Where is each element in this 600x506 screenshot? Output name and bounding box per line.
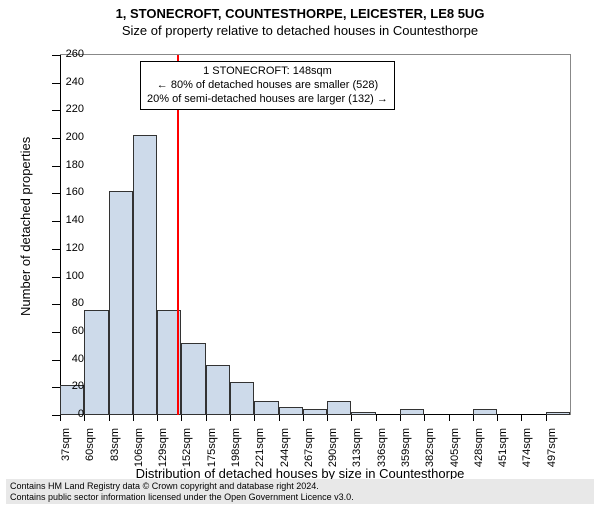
x-tick-label: 60sqm bbox=[84, 428, 96, 472]
x-tick bbox=[254, 415, 255, 421]
y-tick-label: 20 bbox=[56, 380, 84, 392]
y-tick-label: 0 bbox=[56, 408, 84, 420]
x-tick-label: 37sqm bbox=[60, 428, 72, 472]
x-tick bbox=[449, 415, 450, 421]
y-tick-label: 200 bbox=[56, 131, 84, 143]
x-tick bbox=[157, 415, 158, 421]
y-tick-label: 60 bbox=[56, 325, 84, 337]
x-tick bbox=[206, 415, 207, 421]
y-tick-label: 220 bbox=[56, 103, 84, 115]
x-tick-label: 129sqm bbox=[157, 428, 169, 472]
x-tick bbox=[133, 415, 134, 421]
x-tick-label: 267sqm bbox=[303, 428, 315, 472]
x-tick-label: 198sqm bbox=[230, 428, 242, 472]
chart-title-primary: 1, STONECROFT, COUNTESTHORPE, LEICESTER,… bbox=[0, 6, 600, 21]
histogram-bar bbox=[327, 401, 351, 415]
histogram-bar bbox=[303, 409, 327, 415]
attribution-footer: Contains HM Land Registry data © Crown c… bbox=[6, 479, 594, 504]
histogram-bar bbox=[279, 407, 303, 415]
x-tick-label: 152sqm bbox=[181, 428, 193, 472]
x-tick bbox=[400, 415, 401, 421]
histogram-bar bbox=[181, 343, 205, 415]
x-tick bbox=[327, 415, 328, 421]
x-tick bbox=[351, 415, 352, 421]
y-tick-label: 40 bbox=[56, 353, 84, 365]
histogram-bar bbox=[133, 135, 157, 415]
x-tick-label: 290sqm bbox=[327, 428, 339, 472]
x-tick bbox=[473, 415, 474, 421]
x-tick-label: 313sqm bbox=[351, 428, 363, 472]
histogram-bar bbox=[206, 365, 230, 415]
x-tick bbox=[424, 415, 425, 421]
y-tick-label: 80 bbox=[56, 297, 84, 309]
x-tick bbox=[376, 415, 377, 421]
x-tick-label: 175sqm bbox=[206, 428, 218, 472]
footer-line-1: Contains HM Land Registry data © Crown c… bbox=[10, 481, 590, 491]
y-tick-label: 160 bbox=[56, 186, 84, 198]
footer-line-2: Contains public sector information licen… bbox=[10, 492, 590, 502]
y-tick-label: 260 bbox=[56, 48, 84, 60]
annotation-box: 1 STONECROFT: 148sqm← 80% of detached ho… bbox=[140, 61, 395, 110]
x-tick-label: 221sqm bbox=[254, 428, 266, 472]
y-axis-label: Number of detached properties bbox=[18, 137, 33, 316]
x-tick-label: 359sqm bbox=[400, 428, 412, 472]
x-tick bbox=[546, 415, 547, 421]
chart-plot-area: 1 STONECROFT: 148sqm← 80% of detached ho… bbox=[60, 54, 570, 414]
x-tick bbox=[279, 415, 280, 421]
annotation-line: ← 80% of detached houses are smaller (52… bbox=[147, 79, 388, 93]
y-tick-label: 180 bbox=[56, 159, 84, 171]
annotation-line: 1 STONECROFT: 148sqm bbox=[147, 65, 388, 79]
y-tick-label: 240 bbox=[56, 76, 84, 88]
y-tick-label: 140 bbox=[56, 214, 84, 226]
x-tick bbox=[303, 415, 304, 421]
histogram-bar bbox=[254, 401, 278, 415]
x-tick-label: 451sqm bbox=[497, 428, 509, 472]
x-tick-label: 106sqm bbox=[133, 428, 145, 472]
x-tick bbox=[109, 415, 110, 421]
x-tick-label: 405sqm bbox=[449, 428, 461, 472]
x-tick-label: 382sqm bbox=[424, 428, 436, 472]
histogram-bar bbox=[109, 191, 133, 415]
y-tick-label: 100 bbox=[56, 270, 84, 282]
histogram-bar bbox=[546, 412, 570, 415]
chart-title-secondary: Size of property relative to detached ho… bbox=[0, 23, 600, 38]
y-tick-label: 120 bbox=[56, 242, 84, 254]
histogram-bar bbox=[400, 409, 424, 415]
histogram-bar bbox=[351, 412, 375, 415]
histogram-bar bbox=[473, 409, 497, 415]
histogram-bar bbox=[84, 310, 108, 415]
x-tick bbox=[181, 415, 182, 421]
annotation-line: 20% of semi-detached houses are larger (… bbox=[147, 93, 388, 107]
x-tick bbox=[84, 415, 85, 421]
x-tick-label: 83sqm bbox=[109, 428, 121, 472]
x-tick-label: 474sqm bbox=[521, 428, 533, 472]
x-tick bbox=[230, 415, 231, 421]
x-tick bbox=[497, 415, 498, 421]
x-tick-label: 336sqm bbox=[376, 428, 388, 472]
x-tick-label: 497sqm bbox=[546, 428, 558, 472]
x-tick-label: 428sqm bbox=[473, 428, 485, 472]
x-tick bbox=[521, 415, 522, 421]
histogram-bar bbox=[230, 382, 254, 415]
x-tick-label: 244sqm bbox=[279, 428, 291, 472]
